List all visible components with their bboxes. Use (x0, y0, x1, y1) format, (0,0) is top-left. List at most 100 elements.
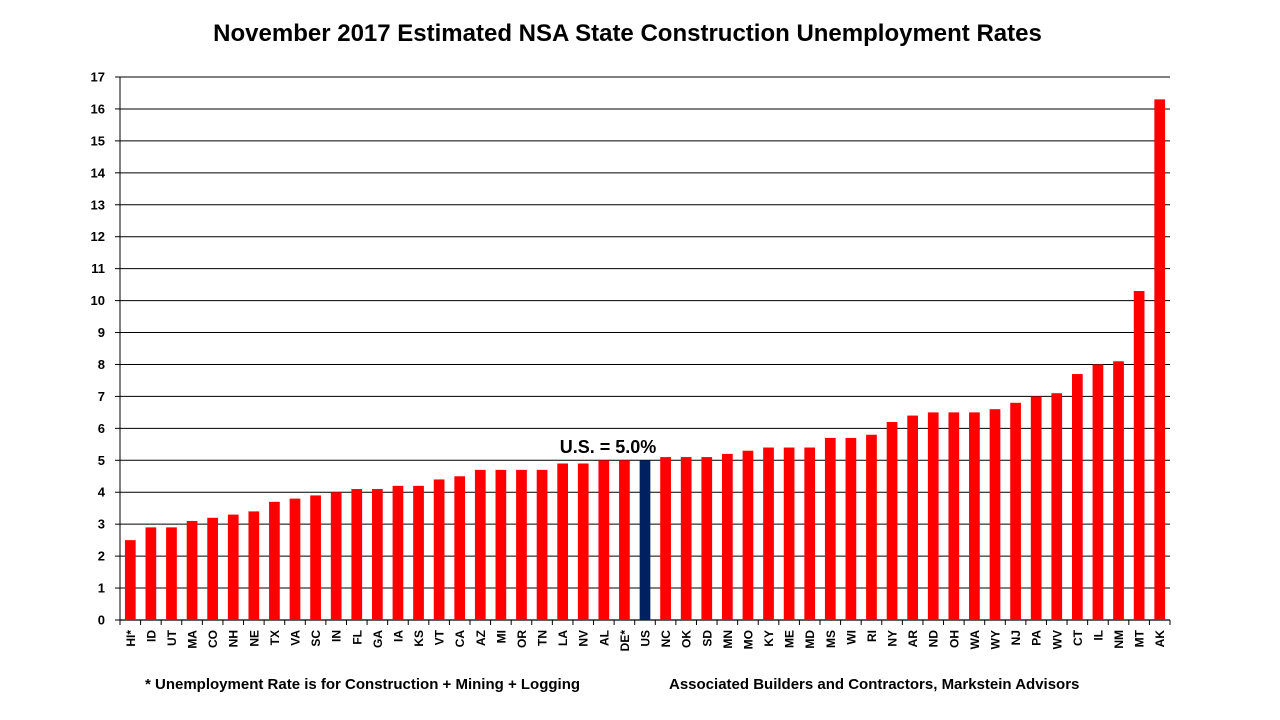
x-tick-label: RI (865, 630, 879, 642)
x-tick-label: OK (680, 630, 694, 648)
bar-la (557, 463, 568, 620)
x-tick-label: CO (206, 630, 220, 648)
x-tick-label: CA (453, 630, 467, 648)
x-tick-label: OH (947, 630, 961, 648)
y-tick-label: 9 (98, 325, 105, 340)
x-tick-label: NJ (1009, 630, 1023, 645)
bar-sd (701, 457, 713, 620)
x-tick-label: GA (371, 630, 385, 648)
x-tick-label: TN (536, 630, 550, 646)
y-tick-label: 2 (98, 549, 105, 564)
y-tick-label: 13 (91, 197, 105, 212)
bar-ca (454, 476, 466, 620)
x-tick-label: CT (1071, 629, 1085, 646)
bar-nm (1113, 361, 1124, 620)
bar-mn (722, 453, 733, 620)
x-tick-label: NV (577, 630, 591, 647)
y-tick-label: 4 (98, 485, 106, 500)
footnote: * Unemployment Rate is for Construction … (145, 676, 581, 693)
bar-pa (1030, 396, 1042, 620)
bar-sc (310, 495, 321, 620)
bar-ga (372, 489, 383, 620)
bar-vt (433, 479, 445, 620)
x-tick-label: SD (700, 630, 714, 647)
x-tick-label: VA (289, 630, 303, 646)
x-tick-label: OR (515, 630, 529, 648)
bar-il (1092, 364, 1104, 620)
bar-ut (166, 527, 177, 620)
bar-ar (907, 415, 918, 620)
bar-az (474, 469, 486, 620)
x-tick-label: AL (597, 630, 611, 646)
x-tick-label: WY (989, 630, 1003, 649)
bar-nj (1010, 402, 1021, 620)
bar-ia (392, 485, 404, 620)
x-tick-label: MD (803, 630, 817, 649)
x-tick-label: KY (762, 630, 776, 647)
x-tick-label: MN (721, 630, 735, 649)
y-tick-label: 17 (91, 70, 105, 85)
x-tick-label: AR (906, 630, 920, 648)
bar-oh (948, 412, 960, 620)
bar-md (804, 447, 816, 620)
bar-ms (824, 437, 836, 620)
bar-ct (1072, 374, 1083, 620)
x-tick-label: IA (391, 630, 405, 642)
x-tick-label: IL (1091, 630, 1105, 641)
bar-us (639, 460, 651, 620)
x-tick-label: NH (227, 630, 241, 647)
x-tick-label: US (639, 630, 653, 647)
y-tick-label: 14 (91, 165, 106, 180)
y-tick-label: 16 (91, 101, 105, 116)
x-tick-label: IN (330, 630, 344, 642)
source-note: Associated Builders and Contractors, Mar… (669, 676, 1080, 693)
x-tick-label: LA (556, 630, 570, 646)
bar-ne (248, 511, 260, 620)
x-tick-label: FL (350, 630, 364, 645)
y-tick-label: 0 (98, 613, 105, 628)
bar-ak (1154, 99, 1166, 620)
y-tick-label: 3 (98, 517, 105, 532)
us-annotation: U.S. = 5.0% (560, 437, 657, 457)
bar-tx (269, 501, 280, 620)
bar-nd (927, 412, 939, 620)
bar-in (330, 492, 342, 620)
x-tick-label: AZ (474, 630, 488, 646)
x-tick-label: NC (659, 630, 673, 648)
x-tick-label: MA (186, 630, 200, 649)
bar-co (207, 517, 218, 620)
x-tick-label: WA (968, 630, 982, 650)
bar-hi (124, 540, 136, 620)
x-tick-label: WI (844, 630, 858, 645)
bar-tn (536, 469, 548, 620)
x-tick-label: NM (1112, 630, 1126, 649)
x-tick-label: MT (1133, 629, 1147, 647)
bar-nh (227, 514, 239, 620)
x-tick-label: WV (1050, 630, 1064, 649)
x-tick-label: KS (412, 630, 426, 647)
bar-wi (845, 437, 857, 620)
y-tick-label: 6 (98, 421, 105, 436)
bar-mo (742, 450, 754, 620)
bar-me (783, 447, 795, 620)
x-axis-ticks: HI* ID UT MA CO NH NE TX VA SC IN FL GA IA KS VT CA AZ MI O… (119, 620, 1171, 651)
x-tick-label: MS (824, 630, 838, 648)
bar-id (145, 527, 157, 620)
bar-ks (413, 485, 424, 620)
x-tick-label: UT (165, 629, 179, 646)
x-tick-label: MO (741, 630, 755, 649)
bar-mt (1133, 291, 1145, 620)
x-tick-label: SC (309, 630, 323, 647)
x-tick-label: VT (433, 629, 447, 645)
bar-wv (1051, 393, 1063, 620)
x-tick-label: TX (268, 630, 282, 645)
y-tick-label: 15 (91, 133, 105, 148)
bar-wa (969, 412, 980, 620)
bar-ri (866, 434, 877, 620)
bar-ok (680, 457, 692, 620)
bar-ky (763, 447, 774, 620)
bar-va (289, 498, 301, 620)
bar-or (516, 469, 527, 620)
x-tick-label: ND (927, 630, 941, 648)
